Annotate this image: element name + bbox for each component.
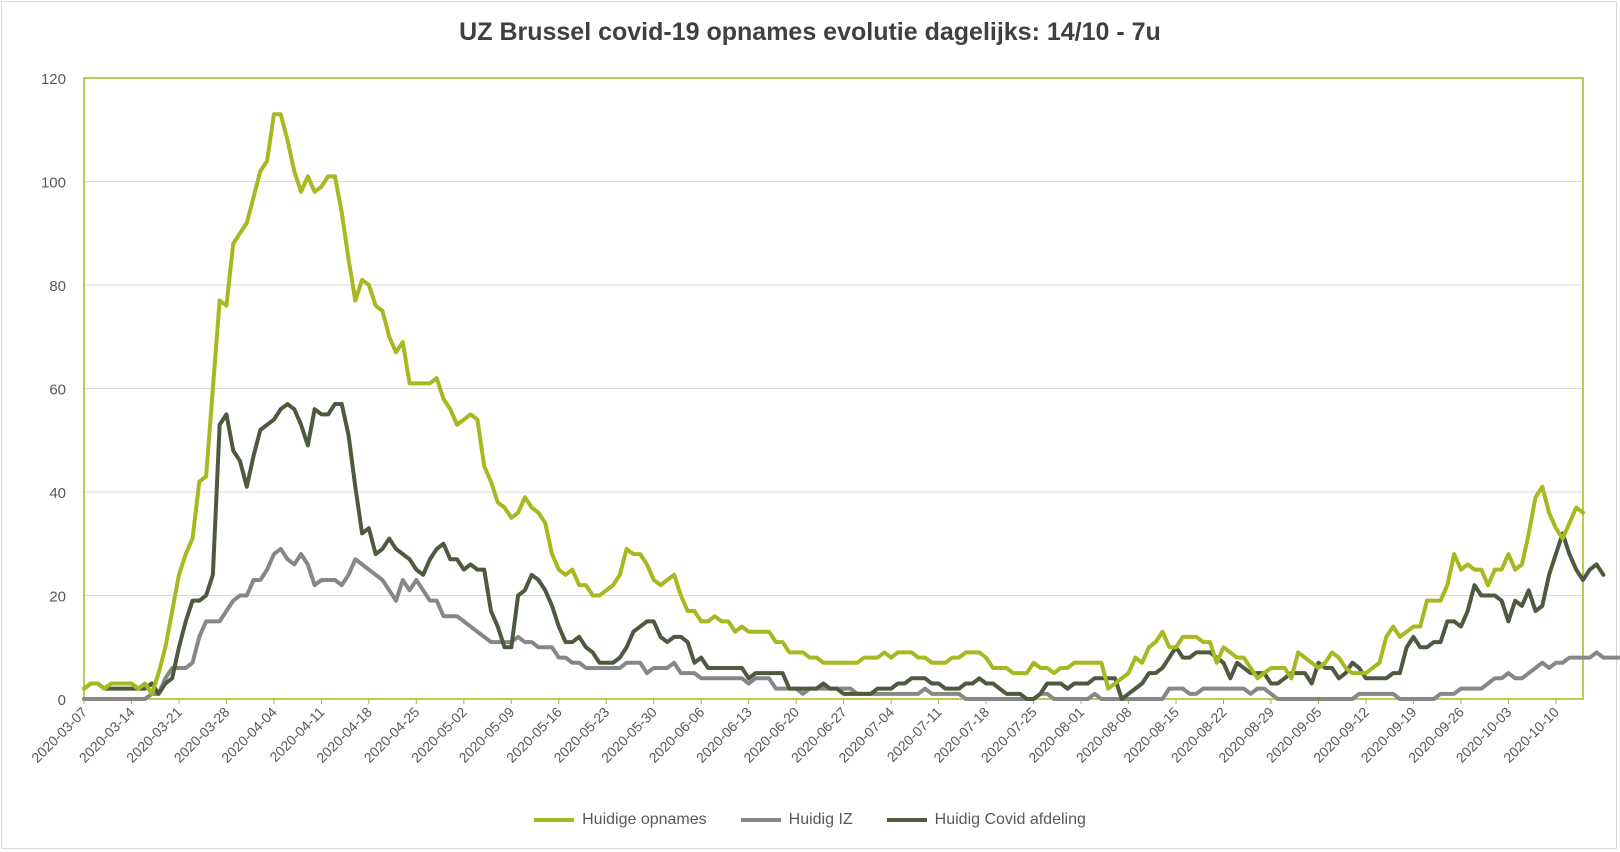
y-tick-label: 20 (49, 589, 66, 606)
legend-swatch-huidige-opnames (534, 818, 575, 822)
legend-item-huidig-iz[interactable]: Huidig IZ (740, 811, 853, 829)
legend-label: Huidige opnames (582, 811, 707, 828)
y-tick-label: 120 (41, 71, 66, 88)
y-tick-label: 60 (49, 382, 66, 399)
legend-swatch-huidig-iz (740, 818, 781, 822)
y-tick-label: 80 (49, 278, 66, 295)
legend-swatch-huidig-covid-afdeling (886, 818, 927, 822)
legend-label: Huidig Covid afdeling (934, 811, 1086, 828)
legend-item-huidig-covid-afdeling[interactable]: Huidig Covid afdeling (886, 811, 1086, 829)
y-tick-label: 40 (49, 485, 66, 502)
y-tick-label: 0 (58, 692, 66, 709)
y-tick-label: 100 (41, 175, 66, 192)
legend: Huidige opnames Huidig IZ Huidig Covid a… (0, 811, 1620, 829)
series-line-huidige-opnames (82, 112, 1585, 696)
legend-item-huidige-opnames[interactable]: Huidige opnames (534, 811, 707, 829)
series-line-huidig-covid-afdeling (82, 402, 1606, 701)
legend-label: Huidig IZ (788, 811, 853, 828)
chart-title: UZ Brussel covid-19 opnames evolutie dag… (459, 18, 1161, 46)
plot-area-border (83, 77, 1584, 700)
